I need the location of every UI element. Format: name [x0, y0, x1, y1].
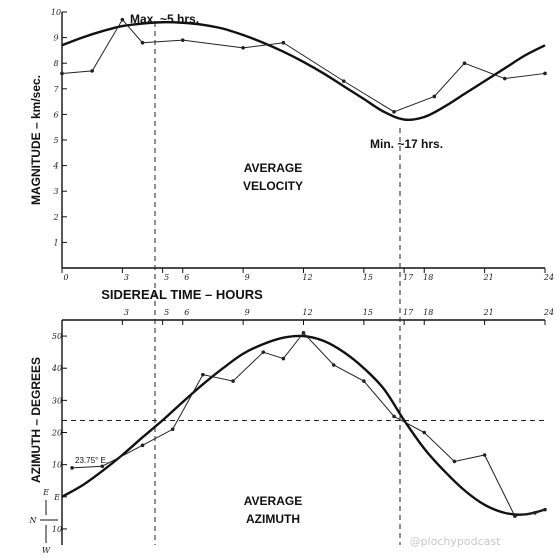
east-label: E — [42, 488, 49, 497]
velocity-label-line2: VELOCITY — [243, 179, 303, 193]
top-x-tick-label: 24 — [543, 273, 554, 282]
top-y-tick-label: 5 — [53, 136, 58, 145]
azimuth-observed-point — [281, 356, 286, 361]
velocity-observed-point — [392, 110, 396, 114]
azimuth-observed-point — [392, 414, 396, 419]
bottom-y-tick-label: 30 — [52, 396, 62, 405]
azimuth-observed-point — [100, 464, 105, 469]
velocity-observed-point — [462, 61, 467, 65]
azimuth-observed-point — [201, 372, 205, 377]
north-label: N — [29, 516, 38, 525]
velocity-smooth-curve — [61, 21, 546, 121]
min-annotation: Min. ~17 hrs. — [370, 137, 443, 151]
velocity-label-line1: AVERAGE — [244, 161, 302, 175]
reference-line-label: 23.75° E. — [75, 456, 108, 465]
velocity-observed-point — [341, 79, 346, 83]
bottom-x-tick-label: 21 — [483, 308, 494, 317]
azimuth-observed-point — [70, 466, 74, 470]
azimuth-observed-point — [452, 459, 457, 464]
bottom-x-tick-label: 3 — [124, 308, 129, 317]
azimuth-observed-point — [170, 427, 175, 432]
top-x-tick-label: 15 — [363, 273, 373, 282]
azimuth-observed-point — [422, 430, 427, 435]
velocity-observed-point — [241, 46, 245, 50]
top-y-tick-label: 2 — [52, 213, 58, 222]
top-y-tick-label: 10 — [51, 8, 61, 17]
top-x-tick-label: 18 — [423, 273, 433, 282]
bottom-y-tick-label: E — [53, 493, 60, 502]
top-x-tick-label: 21 — [483, 273, 494, 282]
velocity-observed-line — [61, 18, 546, 113]
velocity-observed-point — [543, 71, 547, 76]
velocity-observed-point — [90, 69, 94, 73]
azimuth-observed-point — [482, 453, 487, 457]
azimuth-observed-line — [72, 332, 546, 517]
bottom-y-tick-label: 10 — [52, 525, 62, 534]
top-x-tick-label: 17 — [403, 273, 414, 282]
azimuth-observed-point — [231, 379, 235, 383]
azimuth-observed-point — [533, 511, 537, 515]
top-x-tick-label: 3 — [124, 273, 129, 282]
velocity-observed-point — [432, 94, 437, 99]
azimuth-observed-point — [301, 331, 306, 335]
azimuth-observed-point — [261, 350, 266, 354]
bottom-x-tick-label: 18 — [423, 308, 433, 317]
bottom-x-tick-label: 15 — [363, 308, 373, 317]
bottom-x-tick-label: 12 — [302, 308, 312, 317]
velocity-observed-point — [140, 40, 145, 45]
azimuth-label-line2: AZIMUTH — [246, 512, 300, 526]
azimuth-observed-point — [543, 507, 547, 512]
azimuth-smooth-curve — [61, 334, 546, 516]
top-x-tick-label: 5 — [164, 273, 169, 282]
azimuth-label-line1: AVERAGE — [244, 494, 302, 508]
bottom-x-tick-label: 9 — [245, 308, 250, 317]
top-y-tick-label: 8 — [53, 59, 58, 68]
bottom-y-label: AZIMUTH – DEGREES — [29, 357, 43, 483]
bottom-x-tick-label: 17 — [403, 308, 414, 317]
top-x-tick-label: 6 — [184, 273, 189, 282]
velocity-observed-point — [502, 76, 507, 81]
velocity-observed-point — [60, 71, 64, 76]
bottom-y-tick-label: 50 — [52, 332, 62, 341]
top-x-tick-label: 9 — [245, 273, 250, 282]
bottom-y-tick-label: 20 — [51, 429, 62, 438]
bottom-x-tick-label: 6 — [184, 308, 189, 317]
bottom-y-tick-label: 40 — [51, 364, 62, 373]
velocity-observed-point — [281, 40, 286, 45]
bottom-x-tick-label: 24 — [543, 308, 554, 317]
top-y-label: MAGNITUDE – km/sec. — [29, 75, 43, 205]
velocity-observed-point — [120, 17, 125, 22]
top-y-tick-label: 9 — [53, 34, 58, 43]
top-y-tick-label: 1 — [53, 238, 58, 247]
azimuth-observed-point — [140, 443, 145, 448]
azimuth-observed-point — [331, 363, 336, 367]
x-axis-title: SIDEREAL TIME – HOURS — [101, 287, 263, 302]
top-y-tick-label: 7 — [53, 85, 59, 94]
top-y-tick-label: 3 — [53, 187, 58, 196]
max-annotation: Max. ~5 hrs. — [130, 12, 199, 26]
azimuth-observed-point — [362, 379, 366, 383]
watermark: @plochypodcast — [410, 535, 502, 548]
velocity-observed-point — [180, 38, 185, 42]
top-x-tick-label: 0 — [63, 273, 68, 282]
west-label: W — [42, 546, 51, 555]
bottom-y-tick-label: 10 — [52, 461, 62, 470]
bottom-x-tick-label: 5 — [164, 308, 169, 317]
top-y-tick-label: 6 — [53, 110, 58, 119]
azimuth-observed-point — [513, 514, 517, 518]
top-x-tick-label: 12 — [302, 273, 312, 282]
top-y-tick-label: 4 — [52, 162, 58, 171]
